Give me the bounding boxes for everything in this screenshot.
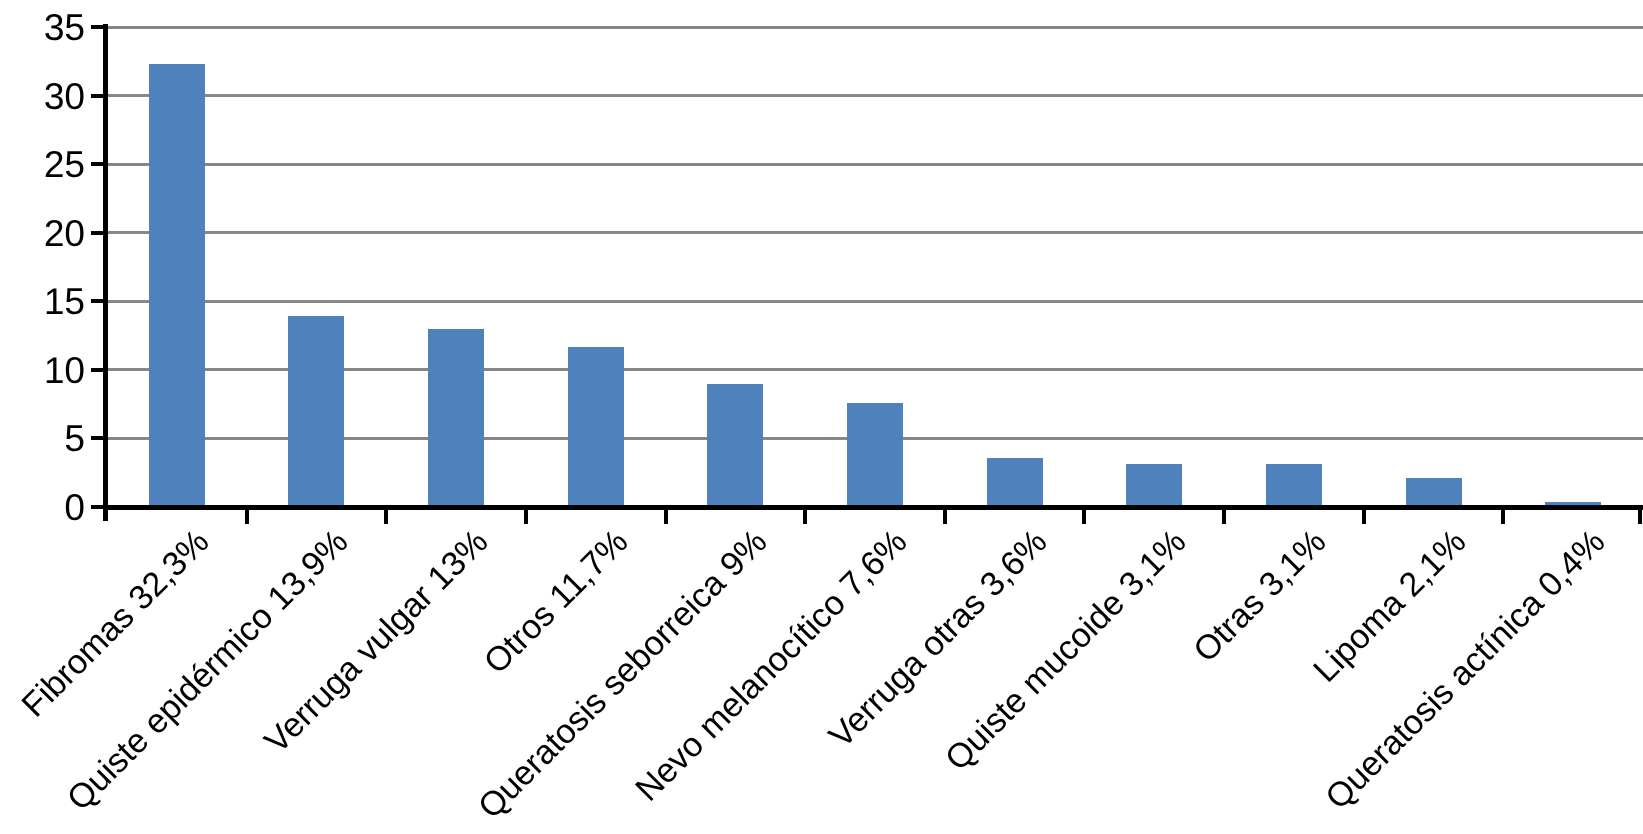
y-axis-tick	[91, 436, 107, 441]
x-axis-category-label: Quiste mucoide 3,1%	[938, 522, 1194, 778]
x-axis-line	[103, 505, 1643, 510]
y-gridline	[107, 94, 1643, 98]
bar	[1405, 478, 1462, 507]
x-axis-category-label: Nevo melanocítico 7,6%	[628, 522, 915, 809]
y-axis-tick	[91, 367, 107, 372]
y-gridline	[107, 299, 1643, 303]
x-axis-tick	[663, 509, 668, 524]
x-axis-category-label: Queratosis actínica 0,4%	[1318, 522, 1613, 817]
y-axis-tick-label: 20	[43, 212, 85, 254]
x-axis-tick	[1361, 509, 1366, 524]
y-axis-tick-label: 30	[43, 75, 85, 117]
bar	[1265, 464, 1322, 507]
bar	[986, 457, 1043, 507]
y-axis-tick-label: 35	[43, 7, 85, 48]
y-axis-tick-label: 0	[64, 487, 85, 528]
y-axis-tick-label: 15	[43, 281, 85, 323]
y-axis-tick	[91, 162, 107, 167]
x-axis-category-label: Quiste epidérmico 13,9%	[60, 522, 356, 819]
y-axis-tick-label: 25	[43, 144, 85, 186]
x-axis-category-label: Otros 11,7%	[476, 522, 636, 682]
bar	[148, 64, 205, 507]
y-gridline	[107, 162, 1643, 166]
y-axis-tick	[91, 230, 107, 235]
x-axis-tick	[1222, 509, 1227, 524]
y-axis-line	[103, 24, 108, 521]
x-axis-tick	[1638, 509, 1642, 524]
bar	[1545, 501, 1602, 507]
x-axis-category-label: Queratosis seborreica 9%	[471, 522, 775, 827]
x-axis-tick	[942, 509, 947, 524]
y-axis-tick	[91, 25, 107, 29]
x-axis-tick	[384, 509, 389, 524]
y-gridline	[107, 231, 1643, 235]
x-axis-tick	[1501, 509, 1506, 524]
bar	[1126, 464, 1183, 507]
y-axis-tick	[91, 505, 107, 509]
y-axis-tick-label: 5	[64, 418, 85, 460]
y-axis-tick-label: 10	[43, 349, 85, 391]
x-axis-tick	[244, 509, 249, 524]
x-axis-tick	[523, 509, 528, 524]
x-axis-tick	[803, 509, 808, 524]
y-gridline	[107, 25, 1643, 29]
y-axis-tick	[91, 299, 107, 304]
y-axis-tick	[91, 93, 107, 98]
bar	[288, 316, 345, 507]
bar	[567, 346, 624, 507]
x-axis-tick	[1082, 509, 1087, 524]
bar	[428, 328, 485, 507]
x-axis-category-label: Otras 3,1%	[1186, 522, 1334, 670]
y-gridline	[107, 368, 1643, 372]
bar	[847, 402, 903, 507]
bar	[707, 383, 764, 507]
